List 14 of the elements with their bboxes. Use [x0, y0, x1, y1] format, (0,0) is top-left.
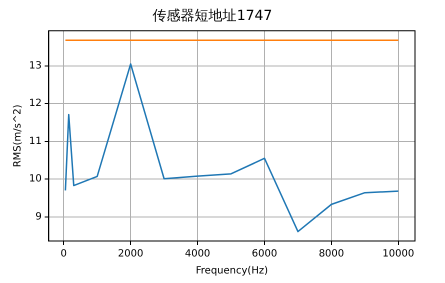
chart-title: 传感器短地址1747 [152, 8, 272, 24]
x-tick-label: 0 [60, 248, 67, 260]
y-tick-label: 13 [28, 60, 42, 72]
x-tick-label: 6000 [252, 248, 278, 260]
x-tick-label: 10000 [382, 248, 414, 260]
y-tick-label: 12 [28, 98, 42, 110]
y-tick-label: 11 [28, 136, 42, 147]
x-tick-label: 8000 [318, 248, 344, 260]
x-axis-title: Frequency(Hz) [196, 266, 268, 277]
x-tick-label: 2000 [118, 248, 144, 260]
y-tick-label: 9 [35, 211, 42, 222]
y-axis-title: RMS(m/s^2) [12, 104, 24, 168]
x-tick-label: 4000 [184, 248, 210, 260]
y-tick-label: 10 [28, 174, 42, 185]
